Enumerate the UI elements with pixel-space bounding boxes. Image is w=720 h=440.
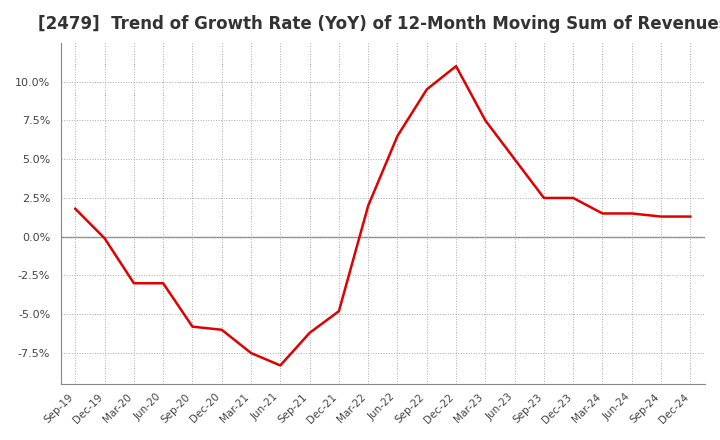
Title: [2479]  Trend of Growth Rate (YoY) of 12-Month Moving Sum of Revenues: [2479] Trend of Growth Rate (YoY) of 12-… xyxy=(37,15,720,33)
